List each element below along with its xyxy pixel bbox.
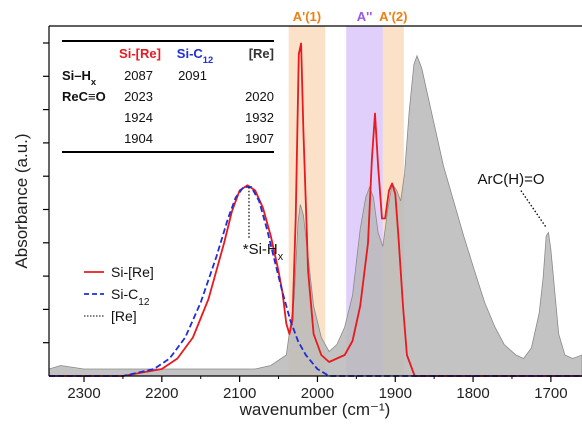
band-label-layer: A'(1) A'' A'(2) xyxy=(293,9,408,24)
table-header-0: Si-[Re] xyxy=(119,46,161,61)
table-cell-3-2: 1907 xyxy=(245,131,274,146)
table-cell-3-0: 1904 xyxy=(124,131,153,146)
legend-label-0: Si-[Re] xyxy=(111,264,154,280)
table-header-1: Si-C12 xyxy=(177,46,213,65)
legend-label-2: [Re] xyxy=(111,308,137,324)
table-cell-2-2: 1932 xyxy=(245,110,274,125)
x-tick-label-3: 2000 xyxy=(301,385,334,402)
table-row-label-1: ReC≡O xyxy=(62,89,106,104)
legend-label-1: Si-C12 xyxy=(111,286,150,308)
table-cell-1-0: 2023 xyxy=(124,89,153,104)
series-re-fill xyxy=(48,54,582,377)
table-cell-1-2: 2020 xyxy=(245,89,274,104)
x-tick-label-6: 1700 xyxy=(534,385,567,402)
table-row-label-0: Si–Hx xyxy=(62,68,97,87)
table-cell-2-0: 1924 xyxy=(124,110,153,125)
fill-layer xyxy=(48,54,582,377)
band-label-0: A'(1) xyxy=(293,9,321,24)
table-header-2: [Re] xyxy=(249,46,274,61)
y-axis-title: Absorbance (a.u.) xyxy=(12,133,31,268)
series-line-0 xyxy=(49,42,582,377)
x-tick-label-1: 2200 xyxy=(145,385,178,402)
si-hx-annotation: *Si-Hx xyxy=(243,241,284,263)
arc-annotation: ArC(H)=O xyxy=(477,171,544,188)
x-axis-title: wavenumber (cm⁻¹) xyxy=(239,400,391,419)
table-cell-0-0: 2087 xyxy=(124,68,153,83)
annotation-layer: *Si-Hx ArC(H)=O xyxy=(243,171,547,263)
peak-table: Si-[Re] Si-C12 [Re] Si–Hx 2087 2091 ReC≡O 2023 2… xyxy=(62,40,274,153)
x-tick-label-2: 2100 xyxy=(223,385,256,402)
tick-layer: 2300 2200 2100 2000 1900 1800 1700 xyxy=(43,42,568,402)
band-label-1: A'' xyxy=(357,9,373,24)
table-cell-0-1: 2091 xyxy=(178,68,207,83)
line-layer xyxy=(49,42,582,377)
x-tick-label-4: 1900 xyxy=(379,385,412,402)
series-line-1 xyxy=(49,186,582,377)
arc-marker-line xyxy=(519,189,547,227)
x-tick-label-5: 1800 xyxy=(456,385,489,402)
x-tick-label-0: 2300 xyxy=(67,385,100,402)
legend: Si-[Re] Si-C12[Re] xyxy=(84,264,154,324)
band-label-2: A'(2) xyxy=(379,9,407,24)
